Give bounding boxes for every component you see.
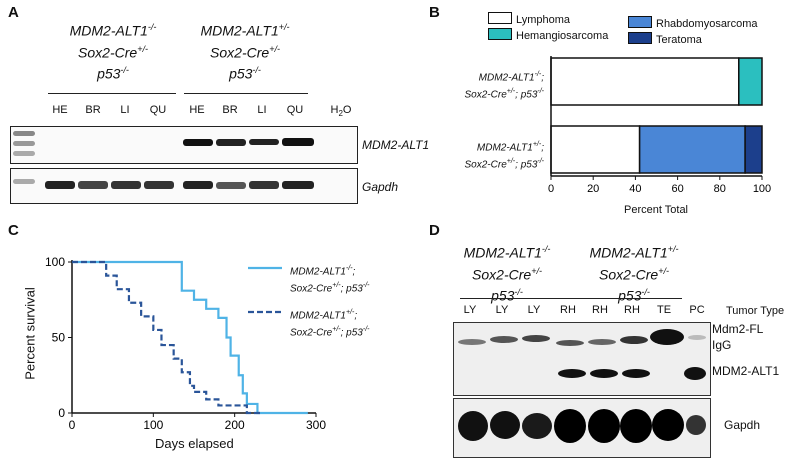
- lane-label: QU: [149, 104, 167, 116]
- lane-label: HE: [52, 104, 68, 116]
- gel-band: [144, 181, 174, 189]
- survival-legend-entry-2: MDM2-ALT1+/-; Sox2-Cre+/-; p53-/-: [290, 309, 370, 339]
- lane-label: BR: [85, 104, 101, 116]
- lane-label: LY: [527, 304, 541, 316]
- survival-x-tick-label: 100: [143, 418, 163, 432]
- survival-xlabel: Days elapsed: [155, 436, 234, 451]
- lane-label: HE: [189, 104, 205, 116]
- western-blot-mdm2: [453, 322, 711, 396]
- gel-band: [249, 181, 279, 189]
- bar-chart-xlabel: Percent Total: [624, 204, 689, 216]
- bar-x-tick-label: 80: [714, 183, 726, 195]
- survival-x-tick-label: 200: [225, 418, 245, 432]
- lane-label: TE: [656, 304, 672, 316]
- blot-label-igg: IgG: [712, 338, 732, 352]
- lane-label: BR: [222, 104, 238, 116]
- survival-legend-entry-1: MDM2-ALT1-/-; Sox2-Cre+/-; p53-/-: [290, 265, 370, 295]
- legend-rhabdomyosarcoma: Rhabdomyosarcoma: [628, 16, 758, 30]
- panel-d-genotype-1: MDM2-ALT1-/- Sox2-Cre+/- p53-/-: [463, 244, 551, 304]
- gel-label-mdm2-alt1: MDM2-ALT1: [362, 138, 430, 152]
- tumor-type-label: Tumor Type: [726, 305, 785, 317]
- survival-y-tick-label: 100: [45, 255, 65, 269]
- panel-a-genotype-1: MDM2-ALT1-/- Sox2-Cre+/- p53-/-: [69, 22, 157, 82]
- bar-segment: [738, 57, 763, 106]
- western-blot-gapdh: [453, 398, 711, 458]
- blot-label-mdm2-alt1: MDM2-ALT1: [712, 364, 780, 378]
- bar-segment: [638, 125, 746, 174]
- gel-band: [183, 181, 213, 189]
- lane-label: LI: [257, 104, 267, 116]
- legend-teratoma: Teratoma: [628, 32, 702, 46]
- panel-d-letter: D: [429, 222, 440, 239]
- gel-gapdh: [10, 168, 358, 204]
- panel-c-letter: C: [8, 222, 19, 239]
- gel-band: [282, 181, 314, 189]
- d-group-2-bracket: [552, 298, 682, 299]
- blot-label-gapdh: Gapdh: [724, 418, 761, 432]
- gel-label-gapdh: Gapdh: [362, 180, 399, 194]
- gel-band: [216, 182, 246, 189]
- legend-lymphoma: Lymphoma: [488, 12, 570, 26]
- gel-band: [183, 139, 213, 146]
- group-2-bracket: [184, 93, 308, 94]
- bar-x-tick-label: 100: [753, 183, 771, 195]
- lane-label: LI: [120, 104, 130, 116]
- bar-x-tick-label: 20: [587, 183, 599, 195]
- bar-x-tick-label: 0: [548, 183, 554, 195]
- legend-hemangiosarcoma: Hemangiosarcoma: [488, 28, 608, 42]
- bar-x-tick-label: 60: [671, 183, 683, 195]
- gel-band: [78, 181, 108, 189]
- survival-series-line: [72, 260, 308, 415]
- survival-y-tick-label: 50: [52, 331, 66, 345]
- lane-label: LY: [463, 304, 477, 316]
- lane-label: RH: [560, 304, 576, 316]
- lane-label: QU: [286, 104, 304, 116]
- lane-label: PC: [689, 304, 705, 316]
- survival-x-tick-label: 300: [306, 418, 326, 432]
- gel-band: [111, 181, 141, 189]
- blot-label-mdm2-fl: Mdm2-FL: [712, 322, 764, 336]
- d-group-1-bracket: [460, 298, 556, 299]
- lane-label: LY: [495, 304, 509, 316]
- survival-series-line: [72, 260, 261, 415]
- panel-b-letter: B: [429, 4, 440, 21]
- lane-label: RH: [624, 304, 640, 316]
- panel-a-letter: A: [8, 4, 19, 21]
- gel-mdm2-alt1: [10, 126, 358, 164]
- panel-d-genotype-2: MDM2-ALT1+/- Sox2-Cre+/- p53-/-: [589, 244, 679, 304]
- bar-segment: [744, 125, 763, 174]
- gel-band: [216, 139, 246, 146]
- bar-segment: [550, 125, 641, 174]
- survival-y-tick-label: 0: [58, 406, 65, 420]
- lane-label: RH: [592, 304, 608, 316]
- gel-band: [282, 138, 314, 146]
- panel-a-genotype-2: MDM2-ALT1+/- Sox2-Cre+/- p53-/-: [200, 22, 290, 82]
- bar-row-label-2: MDM2-ALT1+/-; Sox2-Cre+/-; p53-/-: [464, 141, 544, 171]
- gel-band: [45, 181, 75, 189]
- gel-band: [249, 139, 279, 145]
- group-1-bracket: [48, 93, 176, 94]
- bar-x-tick-label: 40: [629, 183, 641, 195]
- bar-row-label-1: MDM2-ALT1-/-; Sox2-Cre+/-; p53-/-: [464, 71, 544, 101]
- water-lane-label: H2O: [330, 104, 352, 119]
- survival-x-tick-label: 0: [69, 418, 76, 432]
